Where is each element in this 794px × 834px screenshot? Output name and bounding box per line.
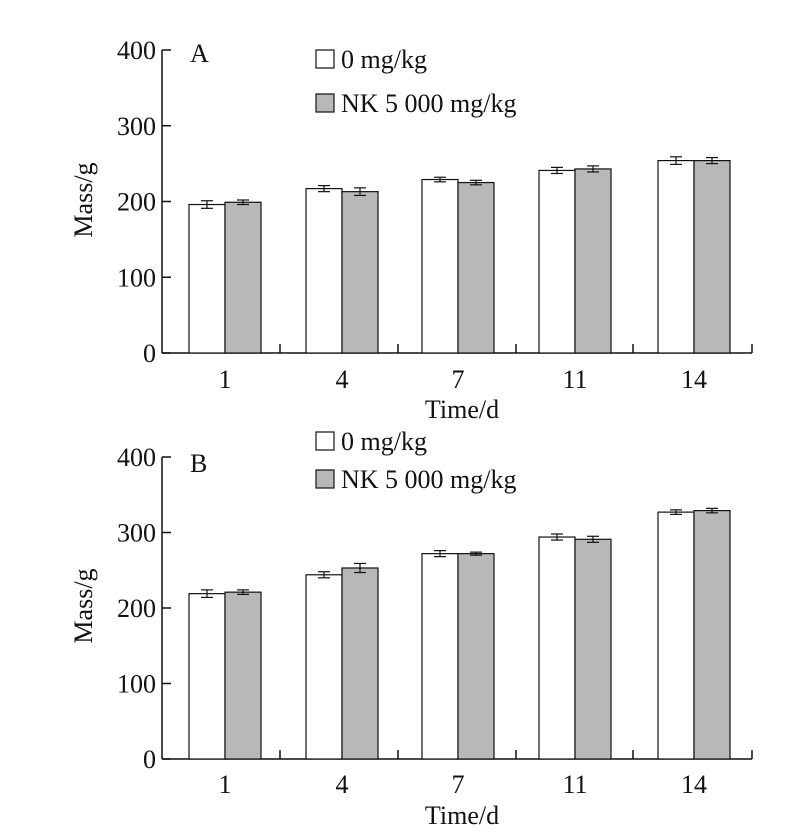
legend-swatch-control [315, 431, 335, 451]
bar-control-day-1 [188, 593, 226, 760]
legend-label: 0 mg/kg [341, 427, 427, 456]
bar-nk-day-7 [457, 553, 495, 760]
legend-label: NK 5 000 mg/kg [341, 465, 517, 494]
bar-nk-day-14 [693, 159, 731, 354]
legend: 0 mg/kg NK 5 000 mg/kg [315, 427, 517, 494]
legend-label: 0 mg/kg [341, 45, 427, 74]
y-tick-label: 100 [117, 263, 156, 292]
y-tick-label: 200 [117, 594, 156, 623]
bar-nk-day-1 [224, 591, 262, 760]
y-tick-label: 0 [143, 745, 156, 774]
y-tick-label: 100 [117, 670, 156, 699]
panel-label: A [190, 39, 209, 68]
x-axis-title: Time/d [425, 801, 499, 830]
y-tick-label: 400 [117, 36, 156, 65]
y-tick-label: 200 [117, 188, 156, 217]
x-tick-label: 7 [452, 770, 465, 799]
y-tick-label: 0 [143, 339, 156, 368]
legend-swatch-control [315, 49, 335, 69]
y-tick-label: 300 [117, 519, 156, 548]
y-axis-title: Mass/g [69, 162, 98, 237]
legend-swatch-nk [315, 93, 335, 113]
bar-control-day-11 [538, 536, 576, 760]
bar-nk-day-11 [574, 168, 612, 354]
x-tick-label: 4 [336, 770, 349, 799]
bar-nk-day-4 [341, 191, 379, 354]
bar-nk-day-4 [341, 567, 379, 760]
x-tick-label: 14 [681, 365, 707, 394]
legend: 0 mg/kg NK 5 000 mg/kg [315, 45, 517, 118]
bar-control-day-1 [188, 203, 226, 354]
y-axis-title: Mass/g [69, 568, 98, 643]
y-tick-label: 300 [117, 112, 156, 141]
x-tick-label: 14 [681, 770, 707, 799]
x-tick-label: 1 [219, 365, 232, 394]
legend-label: NK 5 000 mg/kg [341, 89, 517, 118]
x-tick-label: 11 [562, 770, 587, 799]
x-tick-label: 1 [219, 770, 232, 799]
bar-nk-day-11 [574, 538, 612, 760]
panel-label: B [190, 449, 207, 478]
y-tick-label: 400 [117, 443, 156, 472]
bar-nk-day-1 [224, 201, 262, 354]
bar-control-day-4 [305, 574, 343, 760]
x-tick-label: 4 [336, 365, 349, 394]
bar-control-day-7 [421, 553, 459, 760]
bar-control-day-7 [421, 178, 459, 354]
bar-control-day-4 [305, 188, 343, 354]
x-tick-label: 7 [452, 365, 465, 394]
x-tick-label: 11 [562, 365, 587, 394]
bar-control-day-14 [657, 511, 695, 760]
legend-swatch-nk [315, 469, 335, 489]
bar-nk-day-7 [457, 181, 495, 354]
x-axis-title: Time/d [425, 395, 499, 424]
bar-nk-day-14 [693, 510, 731, 760]
bar-control-day-14 [657, 159, 695, 354]
bar-control-day-11 [538, 169, 576, 354]
